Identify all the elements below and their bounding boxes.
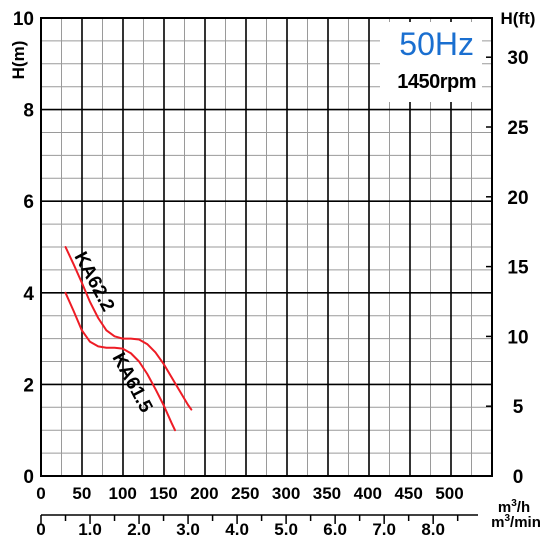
x-tick-label: 450	[394, 484, 422, 503]
x-axis-bottom-label-main: m	[491, 514, 504, 531]
x-tick-label: 350	[313, 484, 341, 503]
x-tick-label: 0	[36, 484, 45, 503]
y-tick-label: 0	[23, 467, 34, 488]
y-tick-label: 2	[23, 375, 34, 396]
x2-tick-label: 2.0	[127, 520, 151, 539]
curve-ka62-2	[64, 246, 193, 411]
speed-label: 1450rpm	[397, 71, 476, 93]
y-axis-right-label: H(ft)	[501, 9, 536, 28]
y2-tick-label: 10	[507, 327, 528, 348]
x2-tick-label: 1.0	[78, 520, 102, 539]
x-axis-bottom: 0 1.0 2.0 3.0 4.0 5.0 6.0 7.0 8.0	[36, 514, 478, 539]
x-axis-top-label-rest: /h	[517, 499, 530, 516]
x-axis-top-label-main: m	[498, 499, 511, 516]
curve-label-ka62: KA62.2	[70, 248, 119, 315]
x-tick-label: 50	[72, 484, 91, 503]
x2-tick-label: 4.0	[225, 520, 249, 539]
x2-tick-label: 5.0	[274, 520, 298, 539]
plot-frame	[40, 17, 493, 477]
y-tick-label: 6	[23, 192, 34, 213]
x2-tick-label: 0	[36, 520, 45, 539]
frequency-badge: 50Hz	[399, 26, 474, 62]
y2-tick-label: 15	[507, 258, 529, 279]
curve-ka61-5	[64, 291, 176, 432]
y2-tick-label: 20	[507, 188, 528, 209]
curves	[64, 246, 193, 432]
x-axis-top-label: m3/h	[498, 498, 530, 516]
y2-tick-label: 25	[507, 118, 529, 139]
x-tick-label: 100	[109, 484, 137, 503]
y-axis-left-ticks: 0 2 4 6 8 10	[13, 9, 35, 488]
x-tick-label: 400	[354, 484, 382, 503]
x2-tick-label: 8.0	[421, 520, 445, 539]
y-tick-label: 10	[13, 9, 34, 30]
y2-tick-label: 30	[507, 48, 528, 69]
y-axis-left-label: H(m)	[9, 41, 28, 80]
x2-tick-label: 7.0	[372, 520, 396, 539]
info-box	[380, 22, 482, 102]
x-axis-bottom-label: m3/min	[491, 513, 541, 531]
x-tick-label: 500	[435, 484, 463, 503]
y-tick-label: 8	[23, 101, 34, 122]
major-grid	[41, 18, 492, 476]
x-axis-bottom-label-sup: 3	[504, 513, 510, 524]
y2-tick-label: 5	[513, 397, 524, 418]
x-tick-label: 200	[190, 484, 218, 503]
curve-label-ka61: KA61.5	[108, 349, 157, 416]
x2-tick-label: 6.0	[323, 520, 347, 539]
x-tick-label: 250	[231, 484, 259, 503]
y-axis-right-ticks: 05101520253035	[486, 48, 529, 488]
y-tick-label: 4	[23, 284, 34, 305]
x-axis-bottom-label-rest: /min	[510, 514, 541, 531]
x-tick-label: 300	[272, 484, 300, 503]
x-axis-top-label-sup: 3	[511, 498, 517, 509]
x-axis-top-ticks: 0 50 100 150 200 250 300 350 400 450 500	[36, 484, 463, 503]
x-tick-label: 150	[149, 484, 177, 503]
y2-tick-label: 0	[513, 467, 524, 488]
x2-tick-label: 3.0	[176, 520, 200, 539]
